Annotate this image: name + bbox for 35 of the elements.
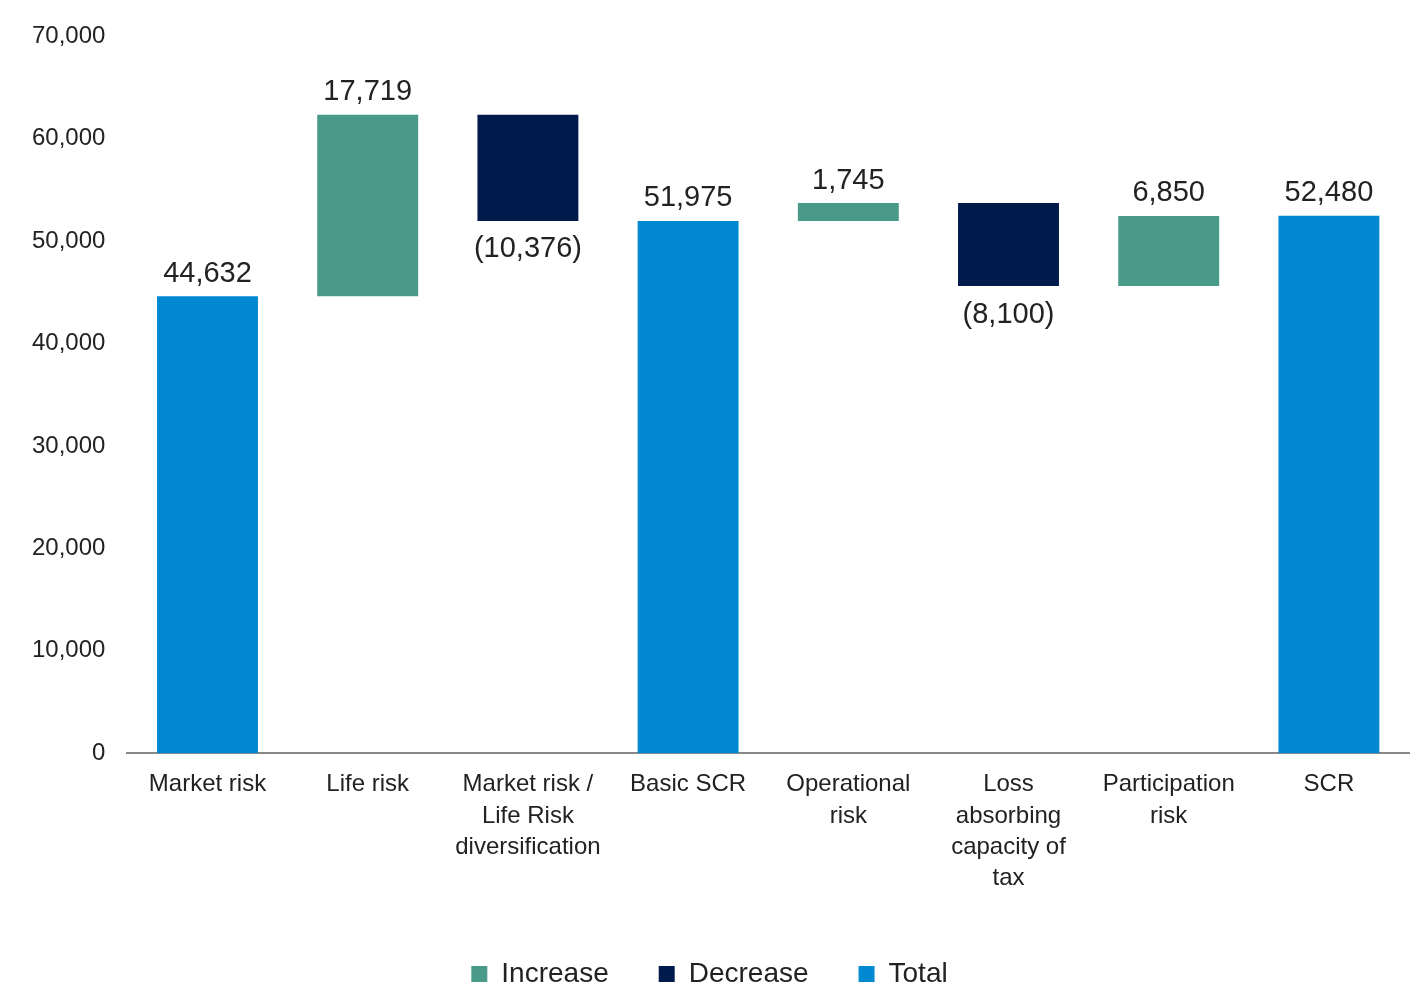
bar	[797, 203, 899, 221]
y-tick-label: 40,000	[32, 328, 106, 356]
data-label: 52,480	[1284, 175, 1374, 208]
data-label: (10,376)	[473, 231, 582, 264]
y-tick-label: 70,000	[32, 21, 106, 49]
legend-label: Total	[888, 956, 948, 988]
data-label: 44,632	[163, 255, 252, 288]
bar	[157, 296, 258, 754]
x-tick-label: SCR	[1303, 769, 1355, 797]
x-tick-label: Participation risk	[1102, 769, 1235, 828]
bar	[1118, 215, 1220, 287]
bar	[477, 114, 579, 221]
y-tick-label: 30,000	[32, 430, 106, 458]
x-tick-label: Loss absorbing capacity of tax	[951, 769, 1067, 891]
x-tick-label: Operational risk	[786, 769, 911, 828]
data-label: 51,975	[643, 180, 733, 213]
x-tick-label: Market risk / Life Risk diversification	[455, 769, 601, 859]
x-tick-label: Market risk	[148, 769, 268, 797]
data-label: (8,100)	[962, 296, 1055, 329]
data-label: 1,745	[812, 162, 885, 195]
legend-label: Increase	[501, 956, 609, 988]
x-tick-label: Basic SCR	[630, 769, 747, 797]
bar	[1278, 215, 1380, 754]
bar	[317, 114, 419, 297]
y-tick-label: 10,000	[32, 635, 106, 663]
y-tick-label: 0	[92, 737, 106, 765]
x-tick-label: Life risk	[326, 769, 411, 797]
data-label: 6,850	[1132, 175, 1205, 208]
bar	[637, 220, 739, 754]
y-tick-label: 60,000	[32, 123, 106, 151]
legend-label: Decrease	[688, 956, 809, 988]
bar	[958, 203, 1059, 287]
y-tick-label: 20,000	[32, 533, 106, 561]
data-label: 17,719	[323, 74, 413, 107]
y-tick-label: 50,000	[32, 225, 106, 253]
